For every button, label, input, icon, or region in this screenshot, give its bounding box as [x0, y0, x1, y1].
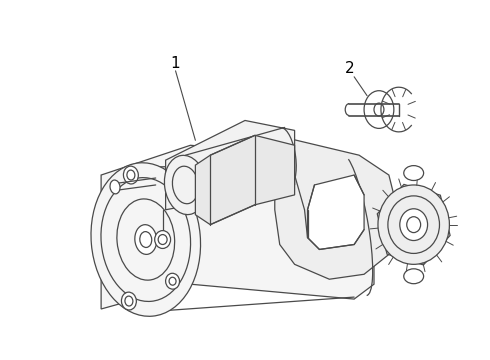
Polygon shape: [101, 145, 374, 309]
Polygon shape: [255, 130, 399, 279]
Ellipse shape: [400, 209, 428, 240]
Ellipse shape: [165, 156, 206, 215]
Polygon shape: [308, 175, 364, 249]
Polygon shape: [166, 121, 294, 210]
Text: 1: 1: [171, 57, 180, 71]
Ellipse shape: [135, 225, 157, 255]
Ellipse shape: [364, 91, 394, 129]
Ellipse shape: [91, 163, 200, 316]
Polygon shape: [196, 135, 294, 225]
Text: 2: 2: [344, 61, 354, 76]
Ellipse shape: [155, 231, 171, 248]
Ellipse shape: [110, 180, 120, 194]
Ellipse shape: [122, 292, 136, 310]
Ellipse shape: [378, 185, 449, 264]
Ellipse shape: [166, 273, 179, 289]
Ellipse shape: [404, 269, 424, 284]
Ellipse shape: [123, 166, 138, 184]
Ellipse shape: [404, 166, 424, 180]
Ellipse shape: [140, 231, 152, 247]
Polygon shape: [377, 184, 450, 265]
